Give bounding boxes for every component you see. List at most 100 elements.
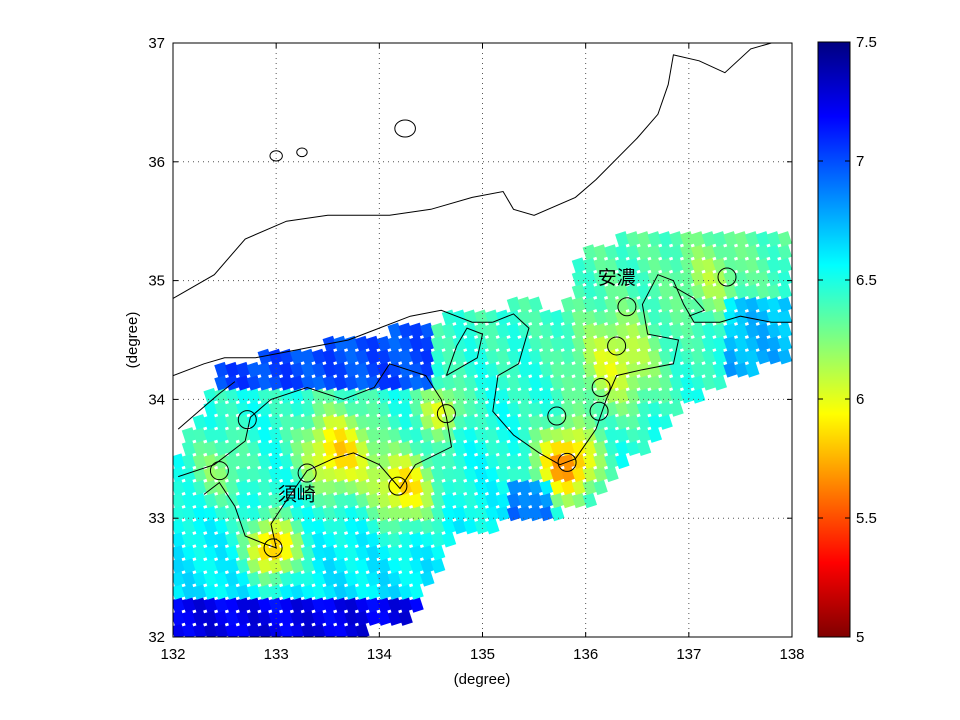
value-cell <box>398 453 413 470</box>
value-cell <box>474 361 489 378</box>
value-cell <box>474 518 489 535</box>
value-cell <box>506 479 522 496</box>
value-cell <box>387 597 403 613</box>
value-cell <box>355 610 370 626</box>
value-cell <box>647 270 663 287</box>
value-cell <box>398 414 413 430</box>
value-cell <box>311 414 327 430</box>
value-cell <box>355 414 370 430</box>
y-tick-label: 35 <box>148 273 165 290</box>
y-tick-label: 37 <box>148 35 165 52</box>
value-cell <box>192 518 208 535</box>
value-cell <box>528 348 543 365</box>
value-cell <box>311 597 327 613</box>
value-cell <box>528 492 543 509</box>
value-cell <box>420 414 435 430</box>
value-cell <box>420 518 435 535</box>
value-cell <box>181 623 197 637</box>
value-cell <box>311 361 327 378</box>
value-cell <box>669 296 684 313</box>
value-cell <box>615 257 630 274</box>
map-plot-area: 須崎 安濃 <box>172 42 793 638</box>
value-cell <box>344 518 359 535</box>
value-cell <box>517 466 533 483</box>
value-cell <box>398 440 413 456</box>
value-cell <box>647 427 663 443</box>
x-tick-label: 133 <box>264 646 289 663</box>
value-cell <box>430 466 446 483</box>
value-cell <box>333 597 348 613</box>
value-cell <box>268 414 283 430</box>
value-cell <box>604 270 619 287</box>
value-cell <box>365 505 381 522</box>
value-cell <box>398 544 413 561</box>
value-cell <box>355 453 370 470</box>
value-cell <box>723 231 738 247</box>
value-cell <box>680 257 695 274</box>
value-cell <box>279 440 294 456</box>
value-cell <box>528 453 543 470</box>
value-cell <box>669 309 684 326</box>
value-cell <box>322 597 338 613</box>
value-cell <box>582 440 598 456</box>
value-cell <box>376 531 392 548</box>
value-cell <box>192 584 208 600</box>
value-cell <box>225 453 240 470</box>
value-cell <box>560 296 576 313</box>
value-cell <box>517 374 533 391</box>
value-cell <box>452 401 468 417</box>
value-cell <box>290 531 305 548</box>
value-cell <box>246 361 262 378</box>
value-cell <box>279 427 294 443</box>
value-cell <box>300 401 316 417</box>
value-cell <box>246 610 262 626</box>
value-cell <box>355 623 370 637</box>
y-axis-ticks: 32 33 34 35 36 37 <box>148 35 792 646</box>
value-cell <box>571 335 587 352</box>
value-cell <box>690 387 706 404</box>
value-cell <box>409 335 424 352</box>
value-cell <box>658 374 673 391</box>
value-cell <box>365 518 381 535</box>
value-cell <box>560 427 576 443</box>
value-cell <box>257 623 273 637</box>
value-cell <box>690 361 706 378</box>
x-tick-label: 135 <box>470 646 495 663</box>
value-cell <box>474 401 489 417</box>
value-cell <box>344 348 359 365</box>
value-cell <box>225 597 240 613</box>
value-cell <box>571 322 587 339</box>
value-cell <box>593 283 608 300</box>
value-cell <box>203 531 218 548</box>
value-cell <box>192 544 208 561</box>
site-marker-circle <box>388 476 408 496</box>
value-cell <box>571 296 587 313</box>
value-cell <box>604 309 619 326</box>
value-cell <box>333 505 348 522</box>
value-cell <box>636 270 652 287</box>
value-cell <box>246 492 262 509</box>
value-cell <box>745 348 760 365</box>
value-cell <box>517 296 533 313</box>
value-cell <box>376 335 392 352</box>
value-cell <box>333 584 348 600</box>
value-cell <box>766 322 782 339</box>
value-cell <box>311 518 327 535</box>
value-cell <box>333 335 348 352</box>
value-cell <box>430 322 446 339</box>
value-cell <box>593 427 608 443</box>
value-cell <box>766 244 782 260</box>
value-cell <box>441 387 457 404</box>
value-cell <box>246 570 262 587</box>
value-cell <box>539 335 554 352</box>
value-cell <box>311 453 327 470</box>
value-cell <box>246 505 262 522</box>
value-cell <box>409 387 424 404</box>
value-cell <box>311 505 327 522</box>
value-cell <box>192 557 208 574</box>
value-cell <box>463 453 478 470</box>
value-cell <box>420 427 435 443</box>
value-cell <box>571 466 587 483</box>
value-cell <box>517 401 533 417</box>
value-cell <box>203 570 218 587</box>
